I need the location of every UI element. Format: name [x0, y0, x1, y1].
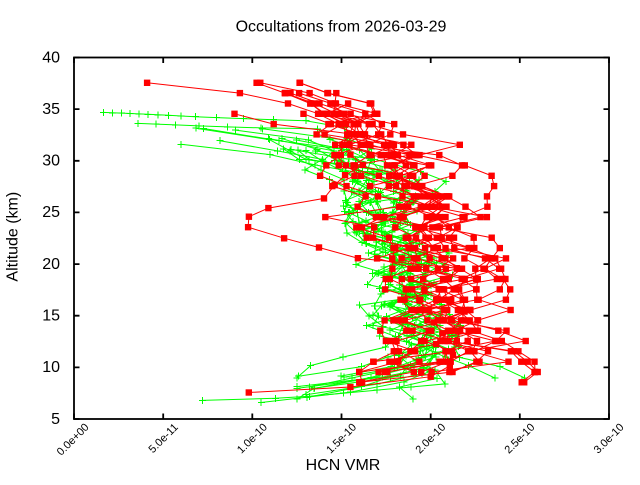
- svg-text:Occultations from 2026-03-29: Occultations from 2026-03-29: [236, 19, 447, 36]
- svg-text:25: 25: [42, 204, 60, 221]
- svg-text:30: 30: [42, 153, 60, 170]
- svg-text:20: 20: [42, 256, 60, 273]
- svg-text:5: 5: [51, 411, 60, 428]
- svg-text:Altitude (km): Altitude (km): [5, 192, 22, 282]
- svg-text:35: 35: [42, 101, 60, 118]
- svg-text:HCN VMR: HCN VMR: [306, 457, 381, 474]
- svg-text:10: 10: [42, 359, 60, 376]
- svg-text:15: 15: [42, 308, 60, 325]
- svg-text:40: 40: [42, 49, 60, 66]
